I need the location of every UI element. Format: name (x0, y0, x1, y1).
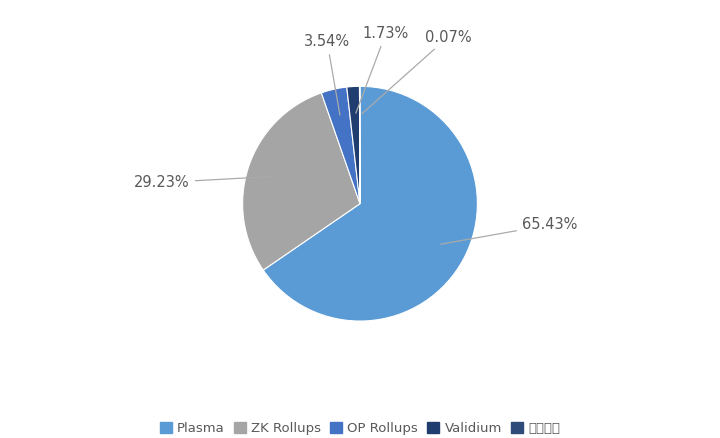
Wedge shape (347, 86, 360, 204)
Text: 3.54%: 3.54% (304, 34, 350, 115)
Legend: Plasma, ZK Rollups, OP Rollups, Validium, 状态通道: Plasma, ZK Rollups, OP Rollups, Validium… (154, 417, 566, 438)
Wedge shape (321, 87, 360, 204)
Wedge shape (243, 93, 360, 270)
Text: 65.43%: 65.43% (441, 217, 577, 244)
Text: 0.07%: 0.07% (362, 29, 472, 114)
Wedge shape (264, 86, 477, 321)
Text: 1.73%: 1.73% (356, 26, 409, 113)
Text: 29.23%: 29.23% (134, 175, 274, 190)
